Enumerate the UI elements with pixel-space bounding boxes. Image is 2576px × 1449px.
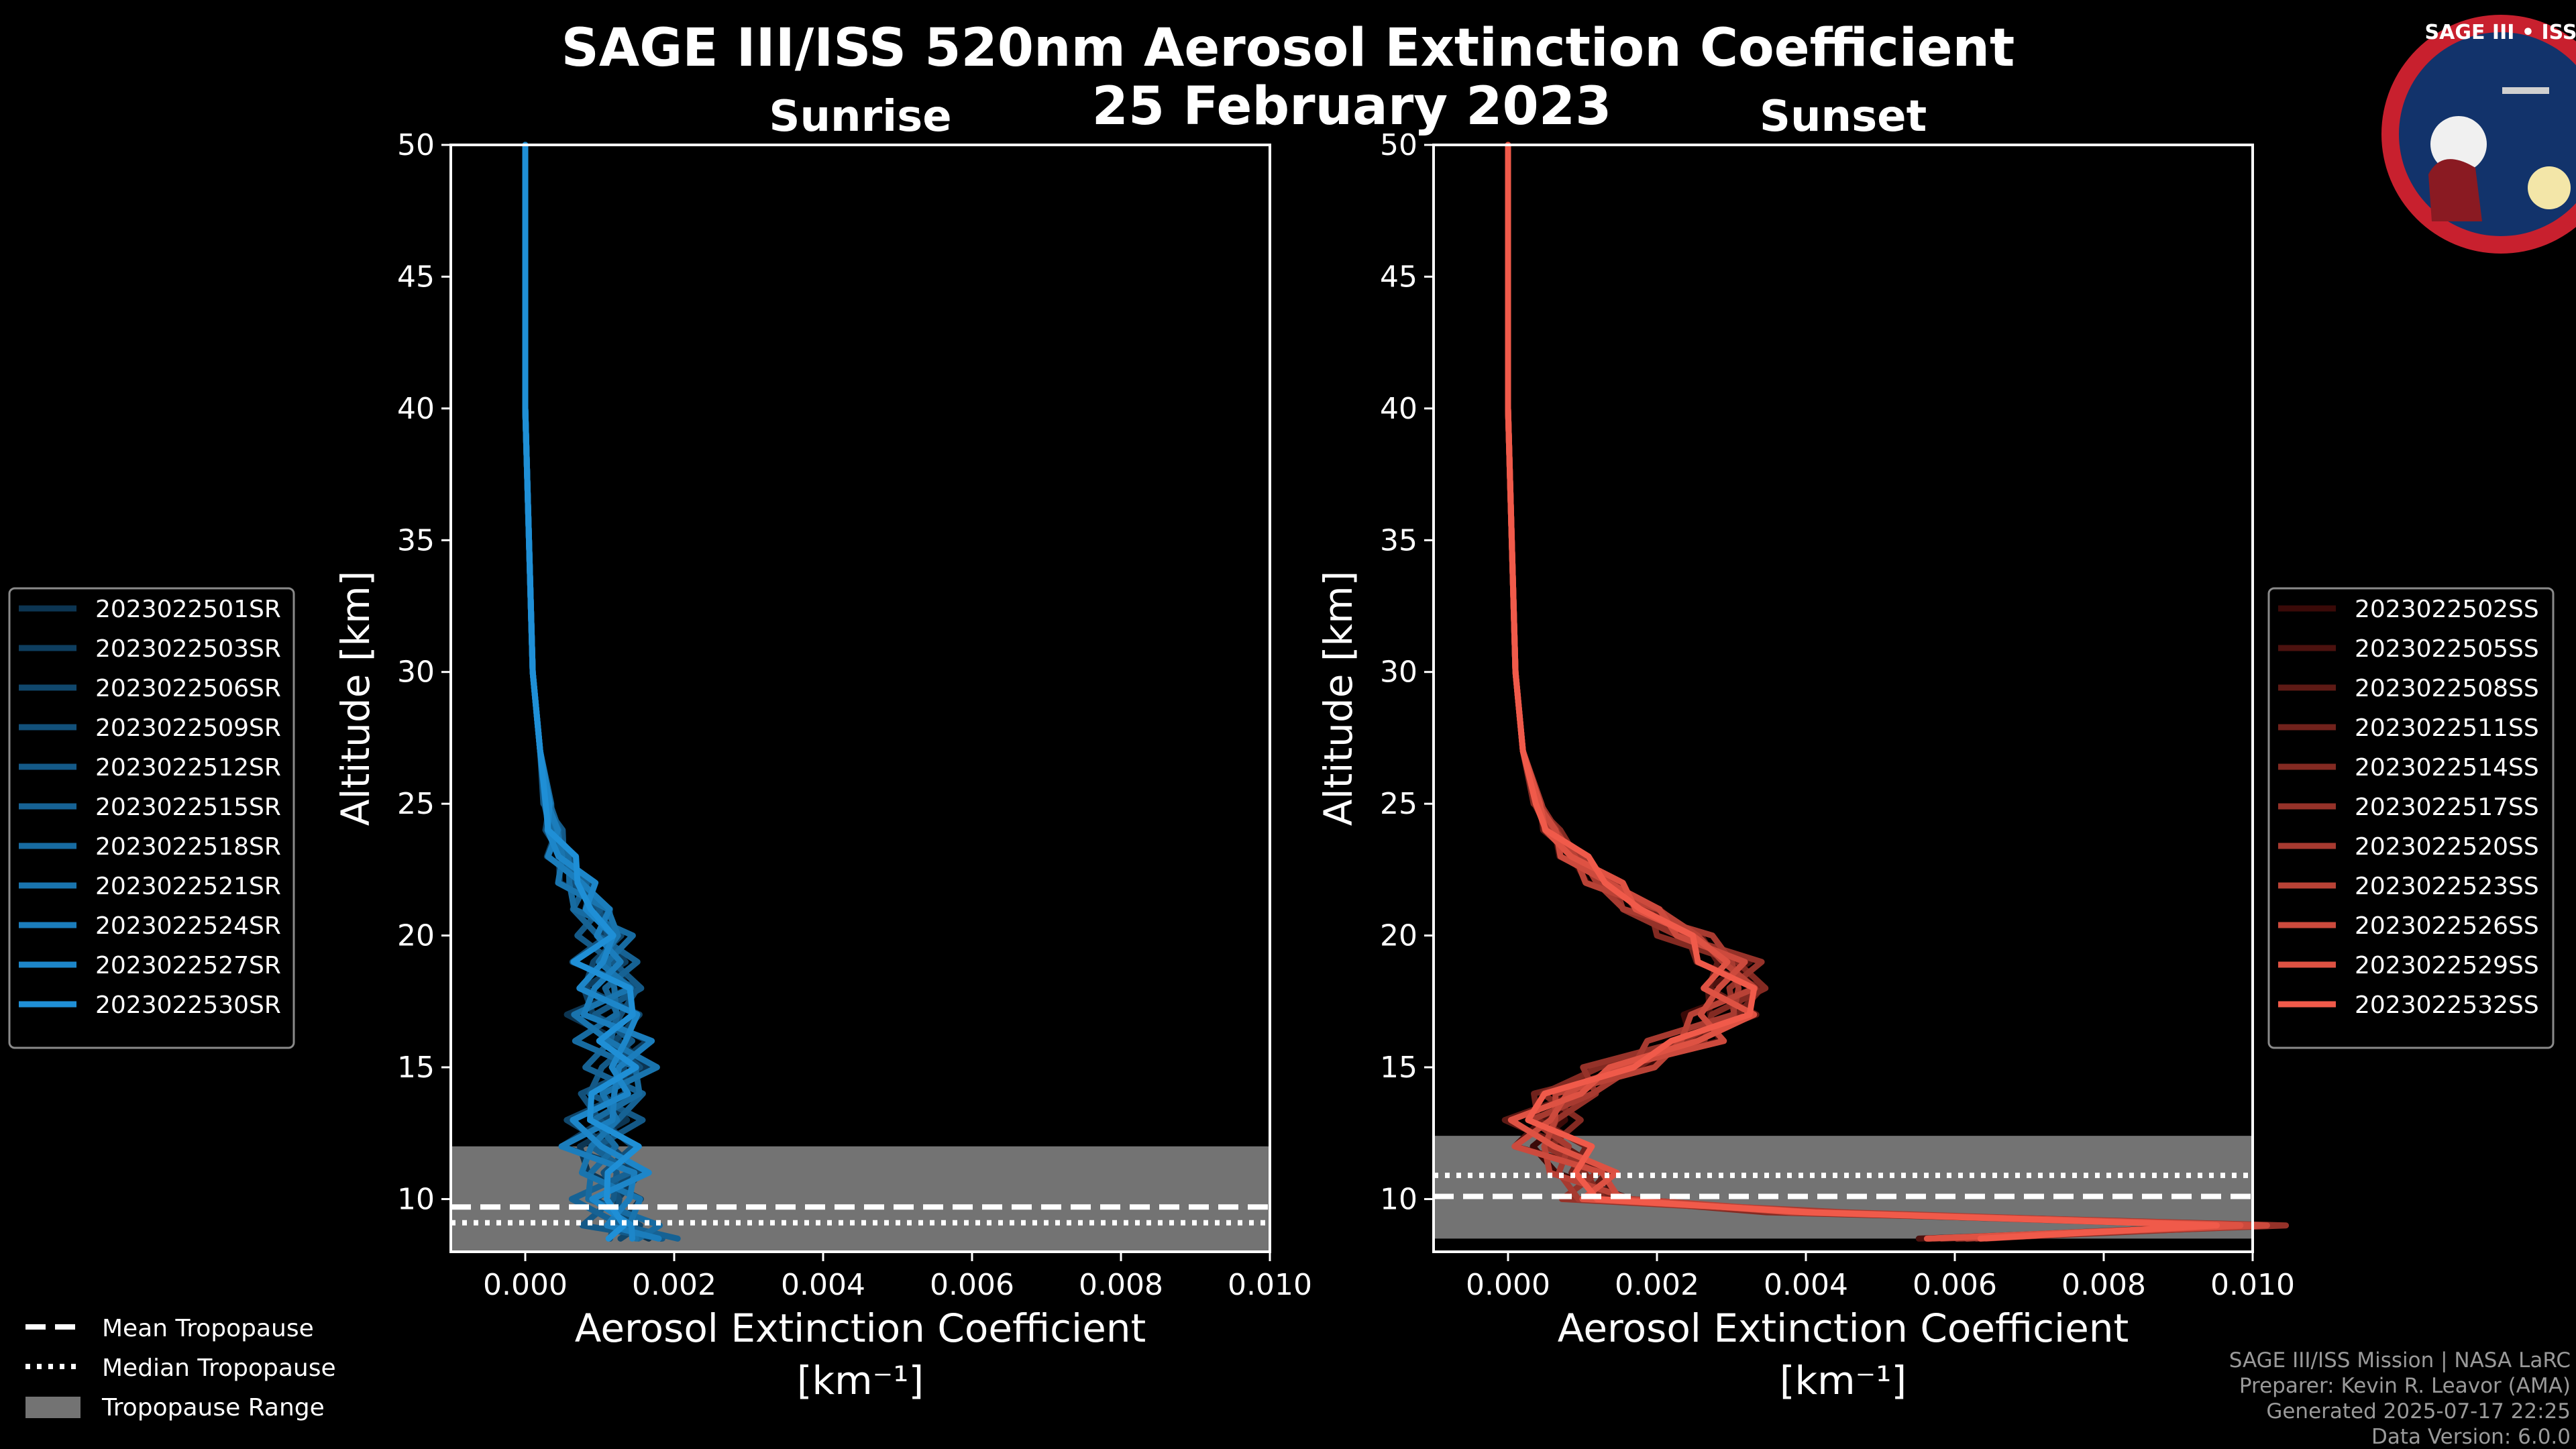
sage-mission-logo: SAGE III • ISS xyxy=(2381,15,2576,254)
x-tick-label: 0.002 xyxy=(632,1268,716,1302)
legend-entry: 2023022524SR xyxy=(95,912,281,940)
legend-entry: 2023022508SS xyxy=(2355,675,2539,702)
legend-sunset: 2023022502SS 2023022505SS 2023022508SS 2023… xyxy=(2267,587,2555,1049)
y-tick-label: 15 xyxy=(397,1051,435,1085)
legend-entry: 2023022529SS xyxy=(2355,952,2539,979)
y-tick-label: 30 xyxy=(397,655,435,690)
y-tick-label: 20 xyxy=(1380,919,1417,953)
x-tick-label: 0.006 xyxy=(1913,1268,1997,1302)
legend-entry: 2023022506SR xyxy=(95,675,281,702)
chart-sunset: 10 15 20 25 30 35 40 45 50 0.000 0.002 0.004 0.006 0.… xyxy=(1316,92,2295,1403)
legend-sunrise: 2023022501SR 2023022503SR 2023022506SR 2023… xyxy=(8,587,295,1049)
x-tick-label: 0.004 xyxy=(1764,1268,1848,1302)
legend-entry: 2023022503SR xyxy=(95,635,281,663)
panel-subtitle-sunrise: Sunrise xyxy=(769,92,951,142)
y-tick-label: 50 xyxy=(1380,128,1417,162)
x-tick-label: 0.008 xyxy=(1079,1268,1163,1302)
x-tick-label: 0.002 xyxy=(1615,1268,1699,1302)
x-tick-label: 0.004 xyxy=(781,1268,865,1302)
legend-entry-range: Tropopause Range xyxy=(101,1394,325,1421)
legend-entry: 2023022509SR xyxy=(95,714,281,742)
y-tick-label: 35 xyxy=(397,523,435,557)
legend-entry: 2023022512SR xyxy=(95,754,281,782)
legend-swatch-range xyxy=(25,1397,80,1418)
y-axis-label: Altitude [km] xyxy=(333,571,378,826)
legend-entry: 2023022532SS xyxy=(2355,991,2539,1019)
legend-entry-mean: Mean Tropopause xyxy=(102,1315,314,1342)
x-tick-label: 0.000 xyxy=(1466,1268,1550,1302)
credits-block: SAGE III/ISS Mission | NASA LaRC Prepare… xyxy=(2229,1348,2571,1449)
plot-frame xyxy=(449,144,1271,1253)
legend-entry-median: Median Tropopause xyxy=(102,1354,336,1382)
sage-logo-text: SAGE III • ISS xyxy=(2425,21,2576,44)
x-axis-unit: [km⁻¹] xyxy=(797,1358,924,1403)
y-tick-label: 50 xyxy=(397,128,435,162)
x-tick-label: 0.010 xyxy=(1228,1268,1312,1302)
credit-generated: Generated 2025-07-17 22:25 xyxy=(2266,1399,2571,1424)
legend-entry: 2023022514SS xyxy=(2355,754,2539,782)
figure-title: SAGE III/ISS 520nm Aerosol Extinction Co… xyxy=(561,18,2015,78)
legend-entry: 2023022515SR xyxy=(95,794,281,821)
credit-mission: SAGE III/ISS Mission | NASA LaRC xyxy=(2229,1348,2571,1373)
credit-preparer: Preparer: Kevin R. Leavor (AMA) xyxy=(2239,1374,2571,1398)
profile-line-2023022532SS xyxy=(1505,142,2220,1242)
x-tick-label: 0.006 xyxy=(930,1268,1014,1302)
y-tick-label: 10 xyxy=(1380,1182,1417,1216)
legend-entry: 2023022505SS xyxy=(2355,635,2539,663)
x-tick-label: 0.010 xyxy=(2210,1268,2295,1302)
x-tick-label: 0.000 xyxy=(483,1268,568,1302)
y-tick-label: 20 xyxy=(397,919,435,953)
legend-entry: 2023022523SS xyxy=(2355,873,2539,900)
y-tick-label: 45 xyxy=(1380,260,1417,294)
y-tick-label: 45 xyxy=(397,260,435,294)
y-tick-label: 25 xyxy=(1380,787,1417,821)
legend-tropopause: Mean Tropopause Median Tropopause Tropopau… xyxy=(25,1315,336,1421)
plot-frame xyxy=(1432,144,2254,1253)
x-axis-unit: [km⁻¹] xyxy=(1780,1358,1907,1403)
legend-box xyxy=(8,587,295,1049)
legend-entry: 2023022530SR xyxy=(95,991,281,1019)
y-tick-label: 15 xyxy=(1380,1051,1417,1085)
legend-entry: 2023022520SS xyxy=(2355,833,2539,861)
y-tick-label: 10 xyxy=(397,1182,435,1216)
x-axis-label: Aerosol Extinction Coefficient xyxy=(575,1305,1146,1351)
figure-date: 25 February 2023 xyxy=(1092,76,1612,137)
legend-entry: 2023022521SR xyxy=(95,873,281,900)
legend-entry: 2023022502SS xyxy=(2355,596,2539,623)
profile-line-2023022530SR xyxy=(522,142,642,1242)
y-axis-label: Altitude [km] xyxy=(1316,571,1361,826)
y-tick-label: 40 xyxy=(397,392,435,426)
legend-entry: 2023022501SR xyxy=(95,596,281,623)
panel-subtitle-sunset: Sunset xyxy=(1760,92,1927,142)
x-tick-label: 0.008 xyxy=(2061,1268,2146,1302)
y-tick-label: 30 xyxy=(1380,655,1417,690)
legend-entry: 2023022517SS xyxy=(2355,794,2539,821)
y-tick-label: 40 xyxy=(1380,392,1417,426)
legend-entry: 2023022526SS xyxy=(2355,912,2539,940)
y-tick-label: 35 xyxy=(1380,523,1417,557)
y-tick-label: 25 xyxy=(397,787,435,821)
chart-sunrise: 10 15 20 25 30 35 40 45 50 0.000 0.002 0.004 0.006 0.… xyxy=(333,92,1312,1403)
x-axis-label: Aerosol Extinction Coefficient xyxy=(1558,1305,2129,1351)
legend-entry: 2023022527SR xyxy=(95,952,281,979)
legend-box xyxy=(2267,587,2555,1049)
legend-entry: 2023022518SR xyxy=(95,833,281,861)
legend-entry: 2023022511SS xyxy=(2355,714,2539,742)
credit-data-version: Data Version: 6.0.0 xyxy=(2371,1425,2571,1449)
